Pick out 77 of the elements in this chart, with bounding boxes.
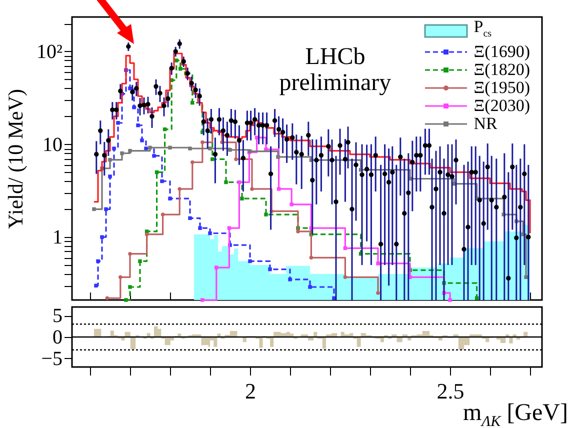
point [178, 66, 182, 71]
y-tick-label: 10² [36, 40, 62, 63]
point [290, 202, 294, 206]
annotation: LHCb preliminary [279, 44, 392, 96]
point [136, 123, 140, 128]
point [264, 212, 268, 216]
point [160, 212, 165, 216]
point [208, 231, 212, 236]
point [140, 138, 144, 142]
point [214, 266, 218, 270]
point [148, 146, 152, 150]
y-tick-label: 1 [52, 226, 62, 249]
y-axis-title: Yield/ (10 MeV) [4, 89, 28, 229]
legend-label: Ξ(1950) [474, 78, 530, 98]
y-tick-label: 0 [52, 326, 62, 348]
point [108, 174, 112, 178]
point [160, 179, 164, 184]
point [250, 187, 254, 191]
point [210, 157, 214, 162]
point [118, 275, 122, 280]
legend-label: NR [474, 114, 498, 134]
x-tick-label: 2 [245, 378, 256, 404]
point [100, 235, 104, 239]
point [448, 298, 452, 302]
point [120, 151, 124, 156]
point [343, 275, 348, 280]
point [108, 158, 112, 162]
point [128, 285, 132, 289]
point [296, 230, 300, 234]
point [178, 187, 182, 191]
point [227, 226, 232, 230]
point [168, 146, 172, 150]
point [200, 298, 204, 302]
point [128, 252, 132, 256]
point [376, 291, 380, 295]
point [376, 262, 380, 266]
point [188, 216, 192, 220]
point [234, 157, 238, 162]
point [309, 256, 314, 260]
point [276, 155, 280, 159]
y-tick-label: 5 [52, 305, 62, 328]
point [190, 100, 194, 105]
legend-label: Ξ(1690) [474, 42, 530, 62]
x-tick-label: 2.5 [436, 378, 464, 404]
point [128, 148, 132, 153]
point [94, 284, 98, 288]
point [288, 278, 292, 282]
point [228, 148, 232, 152]
x-axis-title: m$_{ΛK}$ [GeV] [462, 400, 568, 428]
point [200, 140, 204, 144]
point [308, 285, 312, 289]
legend-label: Ξ(2030) [474, 96, 530, 116]
point [240, 196, 244, 200]
point [124, 298, 128, 302]
point [224, 180, 228, 184]
point [144, 232, 149, 236]
point [138, 259, 142, 264]
point [190, 160, 194, 164]
legend-label: P$_{cs}$ [474, 17, 492, 42]
point [96, 259, 100, 264]
point [248, 259, 252, 264]
point [276, 187, 281, 191]
legend-label: Ξ(1820) [474, 60, 530, 80]
point [198, 226, 202, 230]
point [268, 267, 272, 272]
point [116, 121, 120, 125]
y-tick-label: −5 [41, 348, 62, 370]
y-tick-label: 10 [42, 134, 62, 156]
point [208, 146, 212, 150]
point [168, 196, 172, 200]
point [92, 207, 96, 212]
point [112, 146, 116, 150]
point [188, 146, 192, 150]
point [132, 105, 136, 110]
point [105, 296, 110, 300]
point [152, 154, 156, 158]
point [104, 207, 108, 212]
